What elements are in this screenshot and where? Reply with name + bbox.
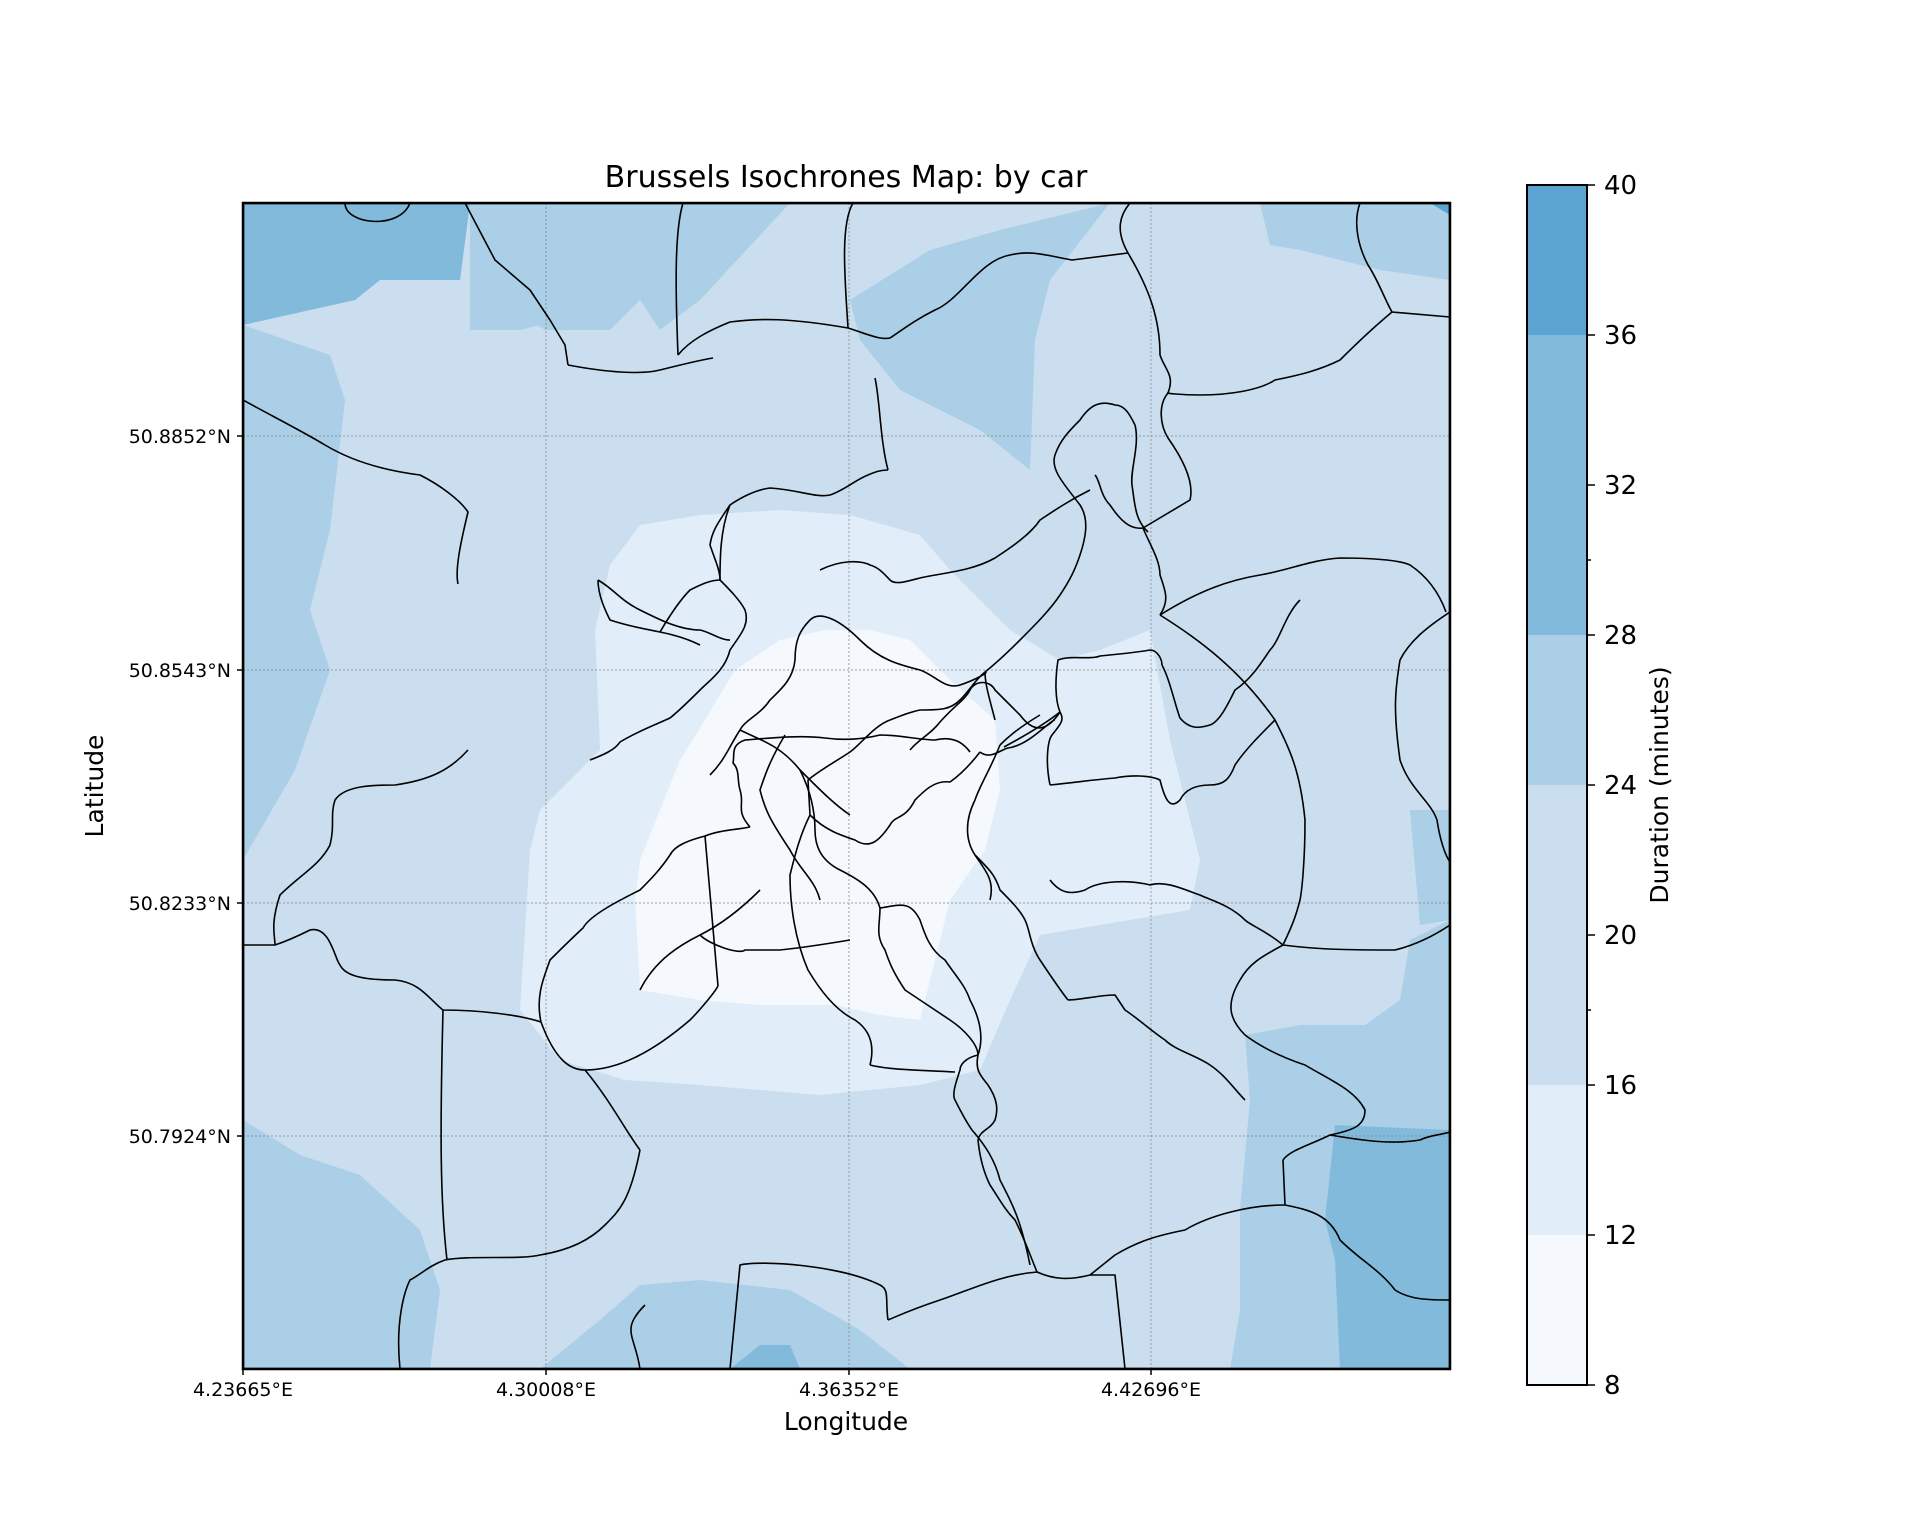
y-axis-label: Latitude [80, 735, 109, 838]
grid-lines [243, 203, 1450, 1369]
y-tick-label: 50.8852°N [129, 426, 231, 448]
y-axis: 50.8852°N 50.8543°N 50.8233°N 50.7924°N … [80, 426, 243, 1148]
colorbar-tick-label: 32 [1604, 471, 1637, 501]
colorbar-tick-label: 36 [1604, 321, 1637, 351]
plot-area [243, 203, 1450, 1369]
x-tick-label: 4.36352°E [799, 1379, 899, 1401]
x-axis-label: Longitude [784, 1407, 908, 1436]
x-tick-label: 4.23665°E [193, 1379, 293, 1401]
colorbar-band-24-28 [1527, 635, 1587, 785]
colorbar-tick-label: 16 [1604, 1071, 1637, 1101]
colorbar-tick-label: 12 [1604, 1221, 1637, 1251]
x-tick-label: 4.30008°E [496, 1379, 596, 1401]
colorbar-band-36-40 [1527, 185, 1587, 335]
colorbar-tick-label: 40 [1604, 171, 1637, 201]
colorbar-band-8-12 [1527, 1235, 1587, 1385]
y-tick-label: 50.7924°N [129, 1126, 231, 1148]
colorbar-tick-label: 8 [1604, 1371, 1621, 1401]
band-36-40-region [1430, 203, 1450, 215]
y-tick-label: 50.8543°N [129, 660, 231, 682]
band-8-12-region [635, 630, 1000, 1020]
colorbar-label: Duration (minutes) [1645, 666, 1674, 903]
map-title: Brussels Isochrones Map: by car [605, 160, 1088, 195]
colorbar-band-16-24 [1527, 785, 1587, 1085]
x-axis: 4.23665°E 4.30008°E 4.36352°E 4.42696°E … [193, 1369, 1201, 1436]
colorbar-tick-label: 28 [1604, 621, 1637, 651]
colorbar-tick-label: 20 [1604, 921, 1637, 951]
x-tick-label: 4.42696°E [1101, 1379, 1201, 1401]
plot-border [241, 201, 1452, 1371]
band-28-36-regions [243, 203, 1450, 1369]
colorbar-band-28-36 [1527, 335, 1587, 635]
colorbar-band-12-16 [1527, 1085, 1587, 1235]
municipality-boundaries [243, 203, 1450, 1369]
colorbar: 8 12 16 20 24 28 32 36 40 Duration (minu… [1526, 171, 1674, 1401]
y-tick-label: 50.8233°N [129, 893, 231, 915]
colorbar-tick-label: 24 [1604, 771, 1637, 801]
